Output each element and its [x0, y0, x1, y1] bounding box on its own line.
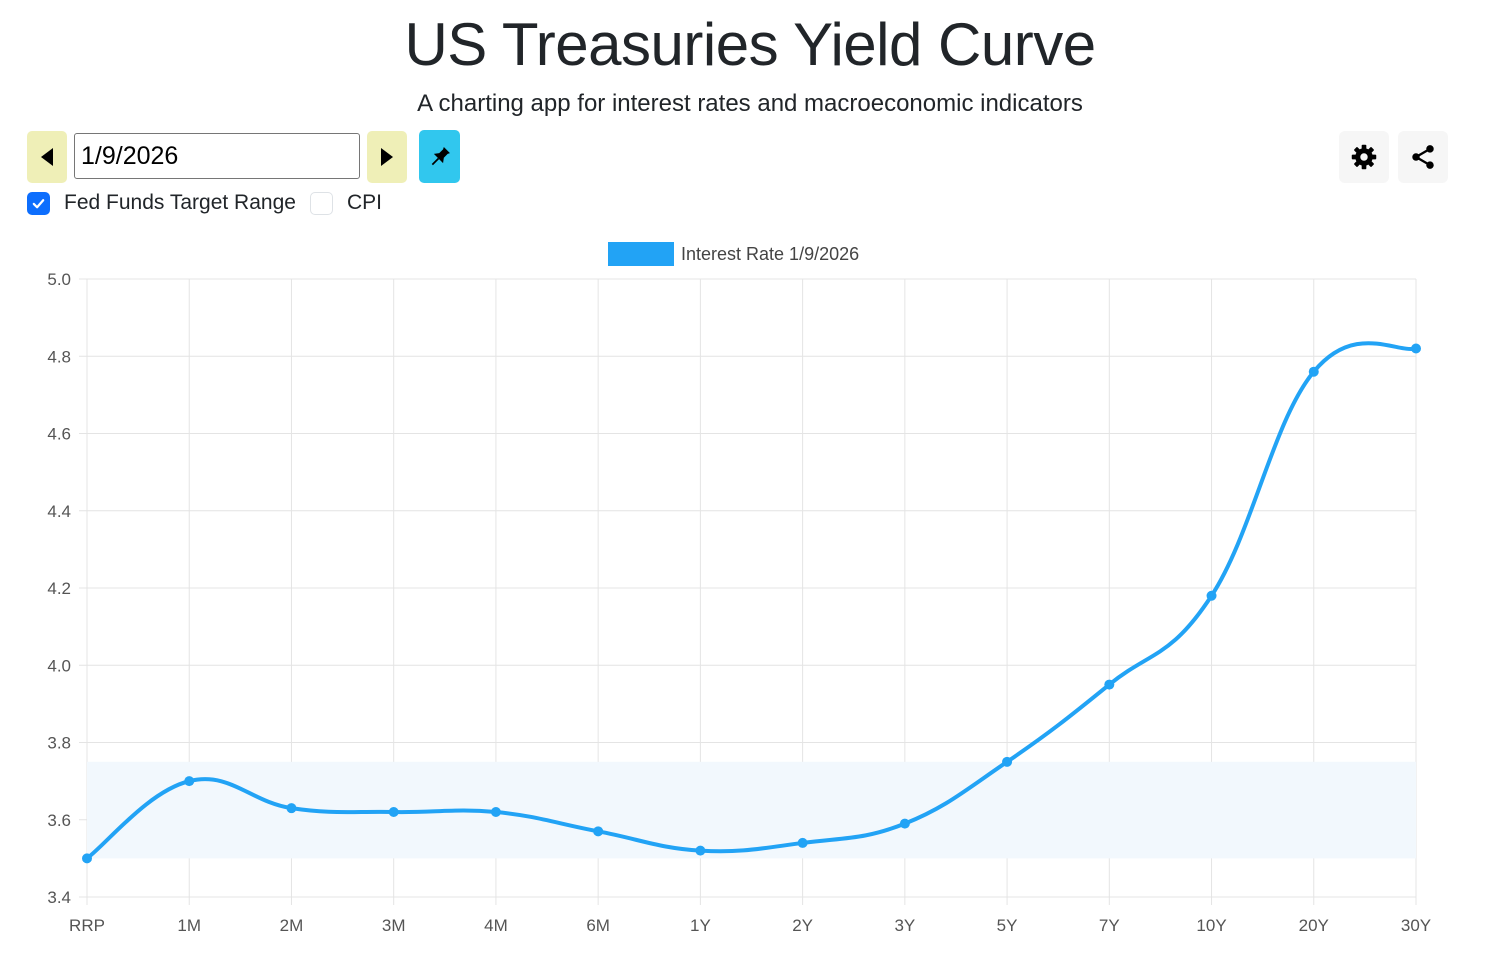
data-point[interactable]	[490, 807, 501, 818]
y-tick-label: 3.4	[47, 888, 71, 907]
checkmark-icon	[32, 198, 45, 208]
x-tick-label: 2M	[280, 916, 304, 935]
x-tick-label: 20Y	[1299, 916, 1329, 935]
fed-funds-band-layer	[87, 761, 1416, 859]
y-tick-label: 3.8	[47, 734, 71, 753]
y-tick-label: 4.4	[47, 502, 71, 521]
data-point[interactable]	[388, 807, 399, 818]
y-tick-label: 4.0	[47, 656, 71, 675]
x-tick-label: 7Y	[1099, 916, 1120, 935]
gear-icon	[1351, 144, 1377, 170]
data-point[interactable]	[899, 818, 910, 829]
data-point[interactable]	[1002, 756, 1013, 767]
data-point[interactable]	[593, 826, 604, 837]
x-tick-label: 3M	[382, 916, 406, 935]
caret-left-icon	[41, 148, 53, 166]
x-tick-label: 4M	[484, 916, 508, 935]
series-layer	[82, 341, 1421, 864]
data-point[interactable]	[82, 853, 92, 864]
x-tick-label: 3Y	[894, 916, 915, 935]
pin-icon	[431, 146, 450, 165]
x-tick-label: 5Y	[997, 916, 1018, 935]
y-tick-label: 3.6	[47, 811, 71, 830]
data-point[interactable]	[184, 776, 195, 787]
pin-button[interactable]	[419, 130, 460, 183]
y-axis-ticks: 3.4 3.6 3.8 4.0 4.2 4.4 4.6 4.8 5.0	[47, 270, 71, 907]
x-tick-label: 30Y	[1401, 916, 1431, 935]
date-input[interactable]	[74, 133, 360, 179]
fed-funds-checkbox[interactable]	[27, 191, 50, 215]
page-title: US Treasuries Yield Curve	[404, 11, 1096, 78]
data-point[interactable]	[286, 803, 297, 814]
data-point[interactable]	[797, 837, 808, 848]
fed-funds-band	[87, 761, 1416, 859]
settings-button[interactable]	[1339, 131, 1389, 183]
caret-right-icon	[381, 148, 393, 166]
data-point[interactable]	[1411, 343, 1421, 354]
chart-legend: Interest Rate 1/9/2026	[608, 242, 859, 266]
y-tick-label: 5.0	[47, 270, 71, 289]
yield-curve-chart: Interest Rate 1/9/2026 3.4 3.6 3.8 4.0 4.2 4.…	[47, 242, 1431, 935]
page-subtitle: A charting app for interest rates and ma…	[417, 90, 1083, 117]
data-point[interactable]	[1104, 679, 1115, 690]
x-tick-label: 1Y	[690, 916, 711, 935]
data-point[interactable]	[1308, 366, 1319, 377]
x-tick-label: RRP	[69, 916, 105, 935]
next-date-button[interactable]	[367, 131, 407, 183]
y-tick-label: 4.6	[47, 425, 71, 444]
x-tick-label: 10Y	[1196, 916, 1226, 935]
indicator-toggles: Fed Funds Target Range CPI	[27, 188, 396, 218]
x-tick-label: 6M	[586, 916, 610, 935]
cpi-checkbox[interactable]	[309, 191, 333, 215]
x-axis-ticks: RRP 1M 2M 3M 4M 6M 1Y 2Y 3Y 5Y 7Y 10Y 20Y 30Y	[69, 916, 1431, 935]
legend-swatch	[608, 242, 674, 266]
share-button[interactable]	[1398, 131, 1448, 183]
previous-date-button[interactable]	[27, 131, 67, 183]
series-line	[85, 341, 1417, 860]
data-point[interactable]	[1206, 590, 1217, 601]
legend-label: Interest Rate 1/9/2026	[681, 244, 859, 264]
x-tick-label: 1M	[177, 916, 201, 935]
x-tick-label: 2Y	[792, 916, 813, 935]
y-tick-label: 4.2	[47, 579, 71, 598]
y-tick-label: 4.8	[47, 347, 71, 366]
share-icon	[1412, 145, 1434, 169]
cpi-label: CPI	[346, 191, 382, 214]
fed-funds-label: Fed Funds Target Range	[64, 191, 296, 214]
data-point[interactable]	[695, 845, 706, 856]
